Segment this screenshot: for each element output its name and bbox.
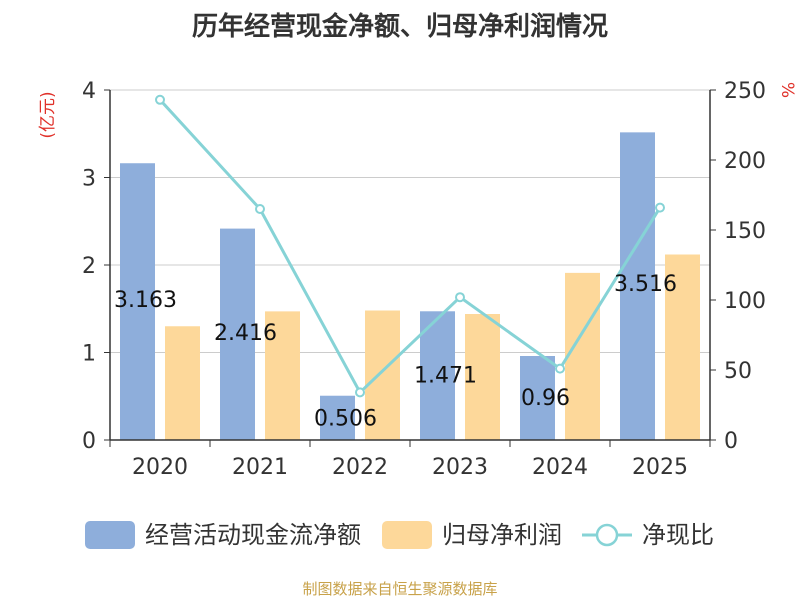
legend-label-0: 经营活动现金流净额 xyxy=(145,521,361,549)
legend-marker-2 xyxy=(595,523,619,547)
x-tick-label: 2021 xyxy=(232,455,288,480)
data-label-2020: 3.163 xyxy=(114,288,177,313)
legend-swatch-0 xyxy=(85,521,135,549)
bar-cash-flow-2021 xyxy=(220,228,255,440)
left-axis-unit: (亿元) xyxy=(38,91,58,138)
x-tick-label: 2020 xyxy=(132,455,188,480)
bar-cash-flow-2020 xyxy=(120,163,155,441)
right-axis-unit: % xyxy=(777,82,797,98)
ratio-point-2020 xyxy=(155,94,165,105)
x-tick-label: 2023 xyxy=(432,455,488,480)
data-label-2023: 1.471 xyxy=(414,363,477,388)
ratio-line xyxy=(155,94,665,398)
x-tick-label: 2022 xyxy=(332,455,388,480)
data-label-2024: 0.96 xyxy=(521,386,570,411)
bar-net-profit-2025 xyxy=(665,254,700,440)
bar-net-profit-2023 xyxy=(465,314,500,440)
bar-cash-flow-2022 xyxy=(320,395,355,440)
legend-label-1: 归母净利润 xyxy=(442,521,562,549)
right-tick-label: 50 xyxy=(724,359,752,384)
ratio-point-2025 xyxy=(655,202,665,213)
data-labels: 3.163 2.416 0.506 1.471 0.96 3.516 xyxy=(114,272,677,431)
x-tick-label: 2025 xyxy=(632,455,688,480)
bar-net-profit-2024 xyxy=(565,272,600,440)
ratio-point-2022 xyxy=(355,387,365,398)
ratio-point-2024 xyxy=(555,363,565,374)
data-label-2022: 0.506 xyxy=(314,406,377,431)
bar-cash-flow-2024 xyxy=(520,356,555,440)
left-tick-label: 0 xyxy=(82,429,96,454)
right-tick-label: 0 xyxy=(724,429,738,454)
ratio-point-2021 xyxy=(255,204,265,214)
legend-label-2: 净现比 xyxy=(642,521,714,549)
axes: 0 1 2 3 4 0 50 100 150 200 250 2020 2021 2022 2023 2024… xyxy=(38,79,797,480)
bar-net-profit-2020 xyxy=(165,326,200,440)
ratio-polyline xyxy=(158,98,662,395)
left-tick-label: 1 xyxy=(82,342,96,367)
left-tick-label: 4 xyxy=(82,79,96,104)
right-tick-label: 150 xyxy=(724,219,766,244)
right-tick-label: 200 xyxy=(724,149,766,174)
grid-lines xyxy=(110,89,710,353)
bar-net-profit-2021 xyxy=(265,311,300,440)
ratio-point-2023 xyxy=(455,292,465,303)
left-tick-label: 3 xyxy=(82,167,96,192)
legend: 经营活动现金流净额 归母净利润 净现比 xyxy=(85,521,714,549)
data-label-2021: 2.416 xyxy=(214,321,277,346)
bar-net-profit-2022 xyxy=(365,310,400,440)
right-tick-label: 250 xyxy=(724,79,766,104)
bars xyxy=(120,132,700,441)
bar-cash-flow-2025 xyxy=(620,132,655,440)
legend-swatch-1 xyxy=(382,521,432,549)
x-tick-label: 2024 xyxy=(532,455,588,480)
left-tick-label: 2 xyxy=(82,254,96,279)
right-tick-label: 100 xyxy=(724,289,766,314)
data-label-2025: 3.516 xyxy=(614,272,677,297)
bar-cash-flow-2023 xyxy=(420,311,455,440)
footer-source: 制图数据来自恒生聚源数据库 xyxy=(302,580,498,598)
chart-title: 历年经营现金净额、归母净利润情况 xyxy=(191,12,608,42)
